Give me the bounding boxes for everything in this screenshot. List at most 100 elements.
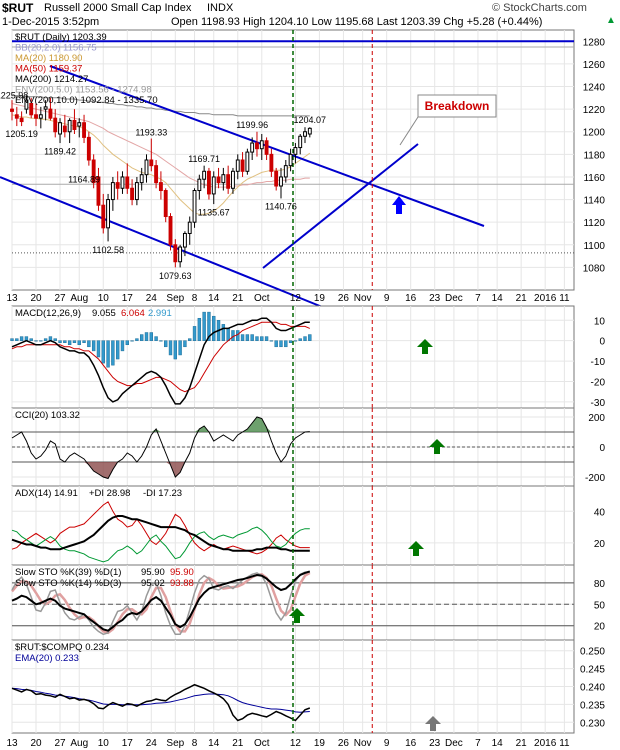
x-axis-label: 13 bbox=[6, 293, 18, 304]
macd-axis-tick: 10 bbox=[594, 316, 606, 327]
macd-histogram-bar bbox=[279, 340, 283, 348]
blue-up-arrow bbox=[392, 196, 406, 214]
watermark: © StockCharts.com bbox=[492, 2, 587, 14]
x-axis-label: 24 bbox=[146, 293, 158, 304]
ratio-axis-tick: 0.245 bbox=[580, 665, 605, 676]
x-axis-label: 7 bbox=[475, 293, 481, 304]
macd-histogram-bar bbox=[87, 340, 91, 348]
macd-histogram-bar bbox=[144, 332, 149, 341]
candle-body bbox=[120, 176, 125, 189]
quote-summary: Open 1198.93 High 1204.10 Low 1195.68 La… bbox=[171, 16, 543, 28]
macd-histogram-bar bbox=[255, 336, 259, 341]
plus-di-line bbox=[11, 526, 310, 563]
macd-histogram-bar bbox=[212, 315, 216, 341]
green-up-arrow bbox=[408, 541, 424, 556]
legend-entry: MA(200) 1214.27 bbox=[15, 74, 88, 85]
macd-histogram-bar bbox=[82, 340, 86, 343]
macd-histogram-bar bbox=[183, 340, 187, 348]
price-axis-tick: 1180 bbox=[583, 150, 605, 161]
price-label: 1169.71 bbox=[188, 154, 220, 164]
candle-body bbox=[197, 178, 202, 192]
macd-histogram-bar bbox=[67, 340, 72, 346]
candle-body bbox=[101, 204, 106, 229]
x-axis-label: 19 bbox=[314, 293, 326, 304]
candle-body bbox=[82, 122, 86, 138]
ratio-axis-tick: 0.250 bbox=[580, 647, 605, 658]
macd-histogram-bar bbox=[236, 330, 240, 341]
candle-body bbox=[154, 165, 159, 184]
candle-body bbox=[34, 114, 38, 119]
candle-body bbox=[274, 170, 279, 187]
macd-histogram-bar bbox=[34, 340, 38, 342]
macd-histogram-bar bbox=[111, 340, 115, 366]
macd-histogram-bar bbox=[63, 340, 67, 343]
candle-body bbox=[279, 176, 283, 187]
price-axis-tick: 1160 bbox=[583, 173, 605, 184]
breakdown-callout-pointer bbox=[399, 116, 419, 146]
candle-body bbox=[206, 170, 211, 195]
x-axis-label: 9 bbox=[384, 738, 390, 749]
price-label: 1225.98 bbox=[0, 90, 28, 100]
candle-body bbox=[178, 246, 183, 263]
x-axis-label: 14 bbox=[492, 738, 504, 749]
legend-entry: 95.90 bbox=[170, 567, 194, 578]
price-axis-tick: 1220 bbox=[583, 105, 606, 116]
ratio-axis-tick: 0.230 bbox=[580, 718, 605, 729]
cci-axis-tick: -200 bbox=[585, 473, 605, 484]
x-axis-label: 23 bbox=[429, 738, 441, 749]
macd-histogram-bar bbox=[154, 336, 158, 341]
legend-entry: Slow STO %K(39) %D(1) bbox=[15, 567, 121, 578]
price-axis-tick: 1120 bbox=[583, 218, 605, 229]
candle-body bbox=[288, 153, 293, 167]
x-axis-label: 23 bbox=[429, 293, 441, 304]
candle-body bbox=[231, 170, 235, 189]
x-axis-label: 21 bbox=[232, 293, 244, 304]
price-label: 1140.76 bbox=[265, 202, 297, 212]
candle-body bbox=[307, 127, 312, 135]
candle-body bbox=[144, 159, 149, 176]
macd-histogram-bar bbox=[226, 328, 230, 341]
cci-line bbox=[11, 416, 310, 480]
x-axis-label: 10 bbox=[98, 738, 110, 749]
adx-line bbox=[11, 515, 310, 552]
minus-di-line bbox=[11, 501, 310, 555]
macd-histogram-bar bbox=[77, 340, 81, 346]
x-axis-label: 17 bbox=[122, 293, 134, 304]
stochastics-axis-tick: 80 bbox=[594, 579, 606, 590]
candle-body bbox=[96, 176, 101, 206]
x-axis-label: 12 bbox=[290, 738, 302, 749]
candle-body bbox=[221, 174, 226, 184]
macd-histogram-bar bbox=[231, 330, 235, 341]
price-axis-tick: 1280 bbox=[583, 37, 606, 48]
macd-line bbox=[11, 317, 310, 405]
adx-axis-tick: 40 bbox=[594, 507, 606, 518]
macd-histogram-bar bbox=[269, 340, 274, 342]
macd-histogram-bar bbox=[10, 338, 14, 341]
price-label: 1199.96 bbox=[236, 120, 268, 130]
macd-histogram-bar bbox=[96, 340, 101, 358]
x-axis-label: 21 bbox=[232, 738, 244, 749]
chart-symbol: $RUT bbox=[2, 1, 34, 15]
macd-histogram-bar bbox=[221, 324, 226, 341]
candle-body bbox=[130, 187, 135, 201]
legend-entry: -DI 17.23 bbox=[143, 488, 182, 499]
legend-entry: $RUT:$COMPQ 0.234 bbox=[15, 642, 109, 653]
x-axis-label: 27 bbox=[54, 738, 66, 749]
ratio-line bbox=[11, 683, 311, 722]
price-axis-tick: 1240 bbox=[583, 83, 606, 94]
macd-axis-tick: -20 bbox=[591, 377, 606, 388]
macd-histogram-bar bbox=[288, 340, 293, 343]
candle-body bbox=[245, 151, 250, 172]
macd-histogram-bar bbox=[43, 338, 48, 341]
x-axis-label: 17 bbox=[122, 738, 134, 749]
price-label: 1164.89 bbox=[68, 174, 100, 184]
macd-histogram-bar bbox=[164, 340, 168, 348]
x-axis-label: 9 bbox=[384, 293, 390, 304]
candle-body bbox=[173, 244, 178, 263]
candle-body bbox=[62, 125, 67, 133]
x-axis-label: 16 bbox=[405, 738, 417, 749]
price-label: 1189.42 bbox=[44, 147, 76, 157]
legend-entry: 93.88 bbox=[170, 578, 194, 589]
chart-security-name: Russell 2000 Small Cap Index bbox=[44, 2, 192, 14]
macd-histogram-bar bbox=[130, 340, 134, 342]
